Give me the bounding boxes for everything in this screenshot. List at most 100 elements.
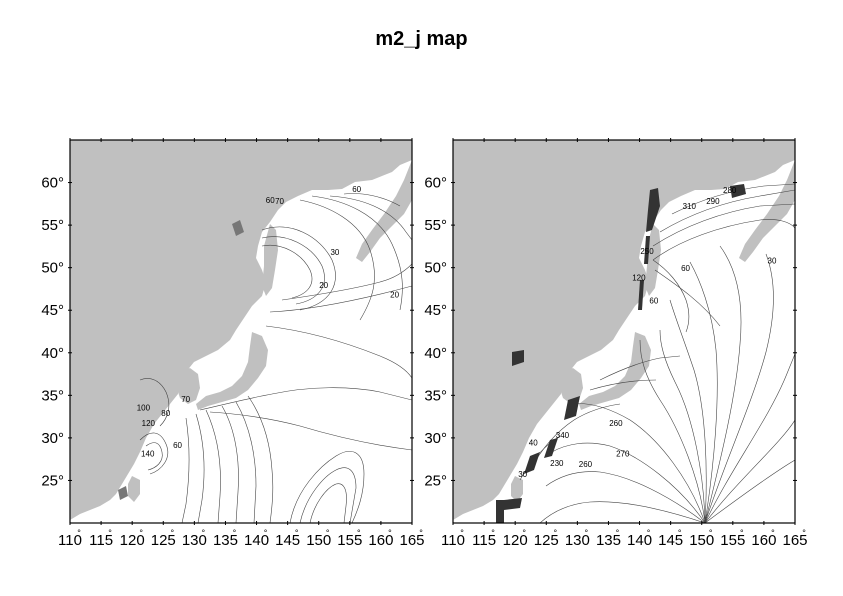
asia-landmass [70,140,412,520]
degree-sign: ° [77,528,81,538]
sakhalin-island [262,224,278,296]
degree-sign: ° [709,528,713,538]
lon-label: 130 [565,532,590,549]
lat-label: 45° [424,302,447,319]
contour-label: 120 [142,419,156,428]
lat-label: 25° [424,472,447,489]
korea-peninsula [176,368,200,404]
amplitude-contours [139,193,412,523]
degree-sign: ° [108,528,112,538]
lon-label: 120 [120,532,145,549]
degree-sign: ° [771,528,775,538]
phase-contours [519,183,795,523]
contour-label: 40 [529,439,538,448]
map-frame [69,139,413,524]
lat-label: 40° [41,345,64,362]
lat-label: 35° [41,387,64,404]
lon-label: 135 [213,532,238,549]
contour-label: 250 [640,247,654,256]
contour-label: 60 [649,296,658,305]
asia-landmass [453,140,795,520]
lon-label: 125 [151,532,176,549]
lat-label: 40° [424,345,447,362]
lon-label: 115 [472,532,496,549]
lat-label: 30° [41,430,64,447]
lon-label: 150 [306,532,331,549]
contour-label: 290 [706,197,720,206]
contour-label: 20 [390,290,399,299]
contour-label: 340 [556,431,570,440]
contour-label: 140 [141,450,155,459]
lat-label: 60° [424,175,447,192]
lon-label: 110 [441,532,465,549]
lon-label: 165 [399,532,424,549]
lon-label: 155 [720,532,745,549]
degree-sign: ° [460,528,464,538]
degree-sign: ° [740,528,744,538]
degree-sign: ° [357,528,361,538]
contour-label: 60 [173,441,182,450]
contour-label: 120 [632,273,646,282]
korea-peninsula [559,368,583,404]
degree-sign: ° [233,528,237,538]
grid-artifact-patch [118,486,128,500]
contour-label: 70 [275,197,284,206]
contour-label: 60 [266,196,275,205]
lon-label: 110 [58,532,82,549]
contour-label: 60 [352,185,361,194]
contour-label: 20 [319,281,328,290]
axis-ticks [68,138,414,525]
axis-labels: 60°55°50°45°40°35°30°25°110° 115° 120° 125°… [41,175,807,549]
lon-label: 130 [182,532,207,549]
lon-label: 120 [503,532,528,549]
degree-sign: ° [202,528,206,538]
lat-label: 25° [41,472,64,489]
contour-label: 280 [723,186,737,195]
degree-sign: ° [419,528,423,538]
contour-label: 260 [609,419,623,428]
contour-label: 30 [518,470,527,479]
degree-sign: ° [802,528,806,538]
japan-islands [196,332,268,410]
lat-label: 50° [424,260,447,277]
map-title: m2_j map [375,28,468,50]
contour-label: 100 [137,404,151,413]
degree-sign: ° [264,528,268,538]
degree-sign: ° [491,528,495,538]
degree-sign: ° [585,528,589,538]
lon-label: 140 [627,532,652,549]
lon-label: 160 [368,532,393,549]
degree-sign: ° [388,528,392,538]
contour-label: 80 [161,409,170,418]
degree-sign: ° [647,528,651,538]
kamchatka-peninsula [739,160,795,262]
kamchatka-peninsula [356,160,412,262]
degree-sign: ° [678,528,682,538]
lon-label: 155 [337,532,362,549]
grid-artifact-patch [232,220,244,236]
map-frame [452,139,796,524]
lat-label: 45° [41,302,64,319]
degree-sign: ° [139,528,143,538]
contour-label: 260 [579,460,593,469]
contour-label: 70 [181,395,190,404]
lon-label: 145 [658,532,683,549]
lat-label: 60° [41,175,64,192]
contour-label: 60 [681,264,690,273]
degree-sign: ° [553,528,557,538]
lat-label: 55° [424,217,447,234]
taiwan-island [511,476,523,502]
lat-label: 50° [41,260,64,277]
axis-ticks [451,138,797,525]
lat-label: 30° [424,430,447,447]
lon-label: 115 [89,532,113,549]
lon-label: 125 [534,532,559,549]
degree-sign: ° [295,528,299,538]
degree-sign: ° [522,528,526,538]
japan-islands [579,332,651,410]
lon-label: 160 [751,532,776,549]
